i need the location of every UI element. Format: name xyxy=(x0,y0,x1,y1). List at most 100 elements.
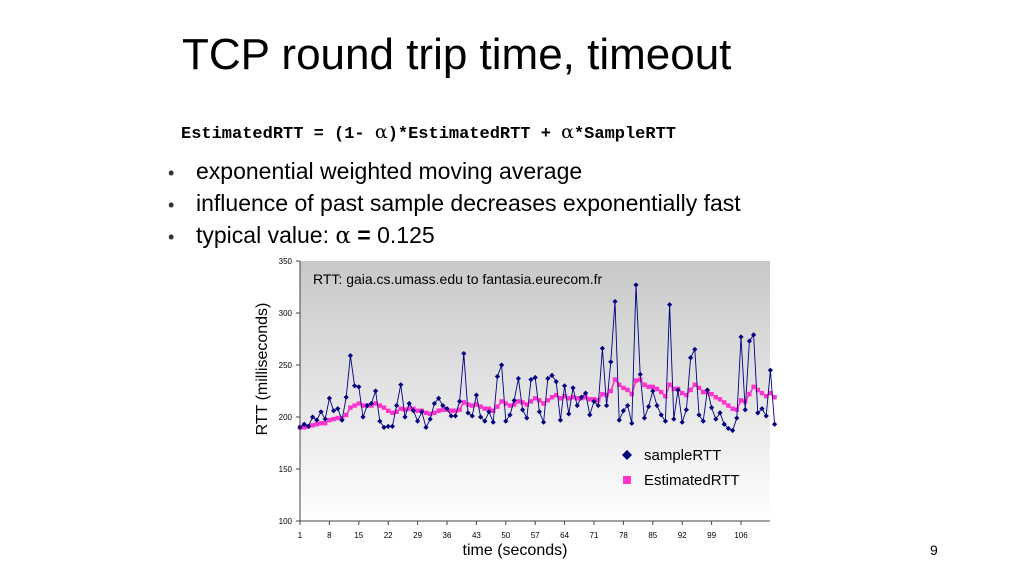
sample-rtt-point xyxy=(486,409,492,415)
estimated-rtt-point xyxy=(638,377,643,382)
x-tick-label: 36 xyxy=(443,531,452,540)
sample-rtt-point xyxy=(725,425,731,432)
estimated-rtt-point xyxy=(402,407,408,412)
estimated-rtt-point xyxy=(570,395,576,400)
estimated-rtt-point xyxy=(738,398,744,403)
estimated-rtt-point xyxy=(423,410,429,416)
alpha-symbol: α xyxy=(335,223,351,249)
sample-rtt-point xyxy=(515,375,521,382)
sample-rtt-point xyxy=(667,302,673,308)
estimated-rtt-point xyxy=(680,390,685,396)
estimated-rtt-point xyxy=(495,404,500,409)
axes: 100 150 200 250 300 350 1 8 15 22 29 36 43 50 57 64 71 78… xyxy=(279,257,770,540)
estimated-rtt-point xyxy=(663,394,668,399)
x-tick-label: 99 xyxy=(707,531,716,540)
estimated-rtt-point xyxy=(654,386,660,392)
sample-rtt-point xyxy=(566,411,572,417)
sample-rtt-point xyxy=(536,409,542,415)
estimated-rtt-point xyxy=(327,417,332,423)
legend: sampleRTT EstimatedRTT xyxy=(622,447,740,489)
estimated-rtt-point xyxy=(684,392,689,398)
x-tick-label: 92 xyxy=(678,531,687,540)
formula-part-3: *SampleRTT xyxy=(573,125,676,144)
bullet-item: • influence of past sample decreases expo… xyxy=(168,188,741,220)
estimated-rtt-point xyxy=(478,404,483,409)
estimated-rtt-point xyxy=(743,399,748,404)
estimated-rtt-point xyxy=(390,410,395,416)
estimated-rtt-point xyxy=(612,377,618,382)
bullet-icon: • xyxy=(168,163,175,183)
sample-rtt-point xyxy=(604,402,610,409)
sample-rtt-point xyxy=(478,414,484,420)
estimated-rtt-point xyxy=(499,399,504,404)
estimated-rtt-point xyxy=(503,401,508,406)
sample-rtt-point xyxy=(574,402,580,409)
estimated-rtt-point xyxy=(692,382,697,387)
estimated-rtt-point xyxy=(318,421,324,426)
estimated-rtt-point xyxy=(323,421,328,426)
x-tick-label: 8 xyxy=(327,531,332,540)
x-tick-label: 78 xyxy=(619,531,628,540)
x-tick-label: 106 xyxy=(734,531,748,540)
sample-rtt-point xyxy=(704,387,710,393)
bullet-item: • exponential weighted moving average xyxy=(168,156,741,188)
estimated-rtt-point xyxy=(537,398,542,403)
y-tick-label: 100 xyxy=(279,517,293,526)
estimated-rtt-point xyxy=(659,389,664,395)
sample-rtt-point xyxy=(746,338,752,344)
rtt-chart: 100 150 200 250 300 350 1 8 15 22 29 36 43 50 57 64 71 78… xyxy=(279,257,778,540)
estimated-rtt-point xyxy=(457,407,462,412)
sample-rtt-point xyxy=(444,406,450,412)
sample-rtt-point xyxy=(364,402,370,409)
sample-rtt-point xyxy=(402,414,408,420)
estimated-rtt-point xyxy=(310,423,315,428)
sample-rtt-point xyxy=(620,408,626,414)
bullet-text: typical value: xyxy=(196,222,336,248)
estimated-rtt-point xyxy=(528,399,534,404)
chart-title: RTT: gaia.cs.umass.edu to fantasia.eurec… xyxy=(313,271,603,287)
slide-title: TCP round trip time, timeout xyxy=(182,30,732,79)
estimated-rtt-point xyxy=(507,403,513,408)
y-tick-label: 200 xyxy=(279,413,293,422)
sample-rtt-point xyxy=(608,359,614,365)
bullet-text: influence of past sample decreases expon… xyxy=(196,190,741,216)
x-tick-label: 1 xyxy=(298,531,303,540)
estimated-rtt-point xyxy=(650,384,655,390)
bullet-text: exponential weighted moving average xyxy=(196,158,583,184)
y-tick-label: 350 xyxy=(279,257,293,266)
sample-rtt-point xyxy=(751,332,757,338)
bullet-icon: • xyxy=(168,227,175,247)
sample-rtt-point xyxy=(335,406,341,412)
legend-marker-square xyxy=(623,476,631,484)
sample-rtt-point xyxy=(511,397,517,403)
sample-rtt-point xyxy=(654,402,660,409)
sample-rtt-point xyxy=(625,402,631,409)
sample-rtt-point xyxy=(490,419,496,425)
estimated-rtt-point xyxy=(583,395,588,400)
estimated-rtt-point xyxy=(549,395,555,400)
sample-rtt-point xyxy=(629,420,635,426)
estimated-rtt-point xyxy=(617,382,622,387)
estimated-rtt-point xyxy=(377,403,382,408)
sample-rtt-point xyxy=(440,402,446,409)
alpha-value: 0.125 xyxy=(377,222,435,248)
sample-rtt-point xyxy=(381,424,387,430)
sample-rtt-point xyxy=(423,424,429,430)
page-number: 9 xyxy=(930,542,938,558)
estimated-rtt-point xyxy=(764,394,769,399)
sample-rtt-point xyxy=(541,419,547,425)
sample-rtt-point xyxy=(683,407,689,413)
estimated-rtt-point xyxy=(759,390,765,396)
sample-rtt-point xyxy=(570,385,576,391)
sample-rtt-point xyxy=(310,414,316,420)
sample-rtt-point xyxy=(465,410,471,416)
estimated-rtt-point xyxy=(482,406,487,411)
estimated-rtt-point xyxy=(541,401,546,406)
x-tick-label: 43 xyxy=(472,531,481,540)
sample-rtt-point xyxy=(646,404,652,410)
estimated-rtt-point xyxy=(554,392,559,398)
sample-rtt-point xyxy=(679,419,685,425)
estimated-rtt-point xyxy=(713,395,718,400)
x-axis-label: time (seconds) xyxy=(462,542,568,559)
sample-rtt-point xyxy=(562,383,568,389)
